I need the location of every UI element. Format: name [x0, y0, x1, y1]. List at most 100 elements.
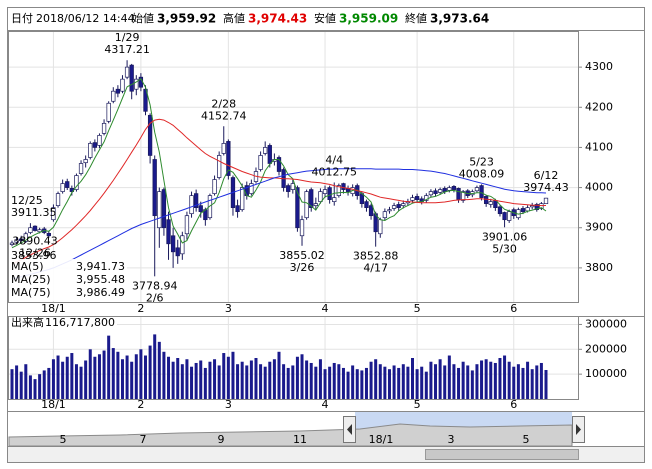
- candle-body: [460, 191, 466, 201]
- volume-value: 116,717,800: [45, 316, 115, 329]
- volume-bar: [10, 369, 14, 399]
- volume-bar: [401, 364, 405, 399]
- volume-bar: [447, 355, 451, 399]
- candle-body: [23, 233, 28, 242]
- volume-title-box: [9, 317, 117, 329]
- annotation-value: 3890.43: [12, 235, 58, 248]
- ma-line: [11, 168, 547, 280]
- candle-body: [378, 219, 383, 235]
- volume-bar: [383, 366, 387, 399]
- candle-body: [157, 191, 162, 229]
- scrollbar-thumb[interactable]: [425, 449, 579, 460]
- volume-bar: [526, 361, 530, 399]
- y-tick-label: 4200: [585, 100, 613, 113]
- volume-bar: [226, 356, 230, 399]
- candle-body: [129, 64, 134, 92]
- legend-value: 3,955.48: [76, 273, 125, 286]
- volume-bar: [300, 354, 304, 399]
- candle-body: [175, 247, 180, 257]
- x-tick-label: 3: [225, 398, 232, 411]
- volume-bar: [434, 364, 438, 399]
- candle-body: [240, 187, 245, 211]
- annotation-value: 3974.43: [523, 181, 569, 194]
- volume-bar: [282, 364, 286, 399]
- candle-body: [520, 208, 526, 213]
- y-tick-label: 200000: [585, 342, 627, 355]
- volume-bar: [102, 350, 106, 399]
- candle-body: [479, 185, 484, 198]
- candle-body: [327, 187, 332, 200]
- candle-body: [198, 205, 203, 213]
- candle-body: [543, 197, 549, 205]
- volume-bar: [203, 367, 207, 399]
- y-tick-label: 4000: [585, 181, 613, 194]
- candle-body: [364, 201, 369, 209]
- volume-bar: [480, 360, 484, 399]
- volume-bar: [489, 361, 493, 399]
- volume-bar: [355, 369, 359, 399]
- candle-body: [92, 142, 98, 148]
- candle-body: [433, 190, 438, 194]
- annotation-date: 12/25: [11, 194, 43, 207]
- annotation-value: 4152.74: [201, 109, 247, 122]
- candle-body: [235, 205, 240, 213]
- candle-body: [484, 196, 489, 204]
- volume-bar: [93, 356, 97, 399]
- navigator-label: 3: [448, 433, 455, 446]
- volume-bar: [387, 369, 391, 399]
- candle-body: [170, 235, 176, 253]
- y-tick-label: 4100: [585, 140, 613, 153]
- volume-bar: [79, 366, 83, 399]
- candle-body: [32, 225, 38, 231]
- volume-bar: [139, 349, 143, 399]
- candle-body: [88, 143, 93, 158]
- candle-body: [304, 191, 309, 219]
- candle-body: [437, 189, 443, 193]
- y-tick-label: 100000: [585, 367, 627, 380]
- candle-body: [276, 157, 282, 172]
- volume-bar: [314, 366, 318, 399]
- candle-body: [507, 211, 512, 221]
- volume-bar: [231, 351, 235, 399]
- volume-bar: [162, 351, 166, 399]
- volume-bar: [512, 366, 516, 399]
- x-tick-label: 2: [137, 398, 144, 411]
- header-date-label: 日付: [11, 12, 33, 25]
- annotation-date: 4/4: [325, 153, 343, 166]
- volume-bar: [148, 345, 152, 399]
- candle-body: [161, 189, 167, 229]
- volume-bar: [125, 355, 129, 399]
- candle-body: [428, 191, 434, 196]
- candle-body: [221, 143, 226, 154]
- volume-bar: [15, 365, 19, 399]
- volume-bar: [236, 364, 240, 399]
- header-low-label: 安値: [314, 11, 336, 25]
- volume-bar: [245, 365, 249, 399]
- volume-bar: [51, 359, 55, 399]
- navigator-label: 18/1: [369, 433, 394, 446]
- volume-bar: [309, 362, 313, 399]
- volume-bar: [222, 353, 226, 399]
- volume-bar: [190, 366, 194, 399]
- volume-bar: [107, 335, 111, 399]
- candle-body: [51, 207, 56, 221]
- volume-bar: [194, 362, 198, 399]
- x-tick-label: 3: [225, 302, 232, 315]
- volume-bar: [406, 366, 410, 399]
- header-date: 2018/06/12 14:44: [36, 12, 135, 25]
- volume-bar: [254, 358, 258, 399]
- candle-body: [336, 185, 341, 196]
- candle-body: [488, 201, 493, 205]
- ma-line: [11, 78, 547, 249]
- annotation-date: 2/6: [146, 291, 164, 304]
- volume-bar: [369, 361, 373, 399]
- candle-body: [382, 211, 388, 219]
- volume-bar: [429, 361, 433, 399]
- volume-bar: [259, 364, 263, 399]
- header-high-label: 高値: [223, 11, 245, 25]
- candle-body: [391, 205, 397, 209]
- candle-body: [189, 195, 194, 215]
- volume-bar: [305, 360, 309, 399]
- volume-bar: [97, 354, 101, 399]
- candle-body: [152, 159, 157, 217]
